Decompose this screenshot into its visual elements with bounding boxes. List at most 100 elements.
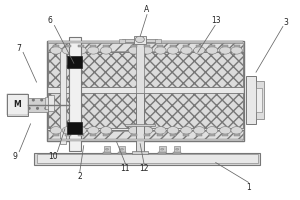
Bar bbox=[49, 93, 243, 128]
Bar bbox=[132, 151, 148, 154]
Bar bbox=[170, 134, 176, 136]
Ellipse shape bbox=[220, 47, 231, 54]
Ellipse shape bbox=[181, 127, 192, 134]
Bar bbox=[47, 41, 244, 52]
Bar bbox=[47, 130, 244, 141]
Ellipse shape bbox=[75, 127, 86, 134]
Bar bbox=[60, 48, 66, 144]
Bar bbox=[118, 146, 125, 152]
Bar bbox=[49, 52, 243, 87]
Bar bbox=[196, 45, 202, 47]
Bar bbox=[131, 134, 137, 136]
Ellipse shape bbox=[88, 47, 99, 54]
Bar bbox=[49, 93, 243, 128]
Bar bbox=[34, 153, 260, 165]
Ellipse shape bbox=[206, 127, 218, 134]
Ellipse shape bbox=[194, 47, 205, 54]
Ellipse shape bbox=[220, 127, 231, 134]
Bar bbox=[136, 44, 144, 93]
Bar bbox=[209, 134, 215, 136]
Bar bbox=[144, 134, 150, 136]
Ellipse shape bbox=[75, 47, 86, 54]
Ellipse shape bbox=[120, 148, 123, 150]
Ellipse shape bbox=[50, 47, 62, 54]
Ellipse shape bbox=[181, 47, 192, 54]
Ellipse shape bbox=[62, 47, 74, 54]
Ellipse shape bbox=[176, 148, 179, 150]
Bar bbox=[122, 39, 158, 42]
Bar bbox=[158, 152, 166, 154]
Text: 12: 12 bbox=[139, 164, 149, 173]
Text: 7: 7 bbox=[16, 44, 21, 53]
Bar bbox=[222, 134, 228, 136]
Bar bbox=[28, 98, 48, 112]
Bar bbox=[49, 43, 243, 51]
Ellipse shape bbox=[194, 127, 205, 134]
Bar bbox=[256, 81, 264, 119]
Bar bbox=[158, 45, 164, 47]
Ellipse shape bbox=[161, 148, 164, 150]
Text: 9: 9 bbox=[13, 152, 17, 161]
Bar bbox=[103, 134, 109, 136]
Bar bbox=[65, 45, 71, 47]
Bar bbox=[49, 139, 243, 141]
Text: 6: 6 bbox=[47, 16, 52, 25]
Ellipse shape bbox=[141, 47, 153, 54]
Bar bbox=[144, 45, 150, 47]
Bar bbox=[53, 45, 59, 47]
Bar bbox=[49, 131, 243, 139]
Ellipse shape bbox=[155, 127, 166, 134]
Bar bbox=[118, 152, 126, 154]
Bar bbox=[78, 134, 84, 136]
Ellipse shape bbox=[106, 148, 109, 150]
Bar bbox=[196, 134, 202, 136]
Ellipse shape bbox=[206, 47, 218, 54]
Bar bbox=[118, 39, 124, 43]
Bar bbox=[103, 152, 111, 154]
Bar bbox=[131, 45, 137, 47]
Ellipse shape bbox=[167, 127, 179, 134]
Bar bbox=[183, 45, 189, 47]
Ellipse shape bbox=[155, 47, 166, 54]
Ellipse shape bbox=[135, 36, 144, 43]
Text: 11: 11 bbox=[120, 164, 129, 173]
Ellipse shape bbox=[141, 127, 153, 134]
Bar bbox=[67, 56, 82, 68]
Bar bbox=[173, 152, 182, 154]
Bar bbox=[174, 146, 181, 152]
Bar bbox=[136, 93, 144, 153]
Bar bbox=[183, 134, 189, 136]
Bar bbox=[124, 124, 155, 126]
Ellipse shape bbox=[50, 127, 62, 134]
Ellipse shape bbox=[167, 47, 179, 54]
Bar bbox=[234, 134, 240, 136]
Bar bbox=[49, 52, 243, 87]
Bar bbox=[78, 45, 84, 47]
Bar bbox=[65, 134, 71, 136]
Bar bbox=[48, 95, 53, 111]
Ellipse shape bbox=[128, 127, 140, 134]
Text: A: A bbox=[144, 5, 150, 14]
Bar bbox=[104, 146, 110, 152]
Bar bbox=[158, 134, 164, 136]
Bar bbox=[209, 45, 215, 47]
Bar bbox=[7, 94, 28, 115]
Ellipse shape bbox=[231, 127, 242, 134]
Bar bbox=[222, 45, 228, 47]
Ellipse shape bbox=[128, 47, 140, 54]
Bar bbox=[7, 94, 28, 116]
Bar bbox=[103, 45, 109, 47]
Bar bbox=[45, 97, 48, 109]
Ellipse shape bbox=[88, 127, 99, 134]
Ellipse shape bbox=[100, 47, 112, 54]
Text: M: M bbox=[14, 100, 21, 109]
Bar bbox=[49, 41, 243, 43]
Bar bbox=[159, 146, 166, 152]
Text: 13: 13 bbox=[211, 16, 220, 25]
Bar bbox=[256, 88, 262, 112]
Ellipse shape bbox=[231, 47, 242, 54]
Bar bbox=[47, 41, 244, 141]
Text: 10: 10 bbox=[48, 152, 58, 161]
Bar bbox=[53, 134, 59, 136]
Bar bbox=[69, 37, 81, 151]
